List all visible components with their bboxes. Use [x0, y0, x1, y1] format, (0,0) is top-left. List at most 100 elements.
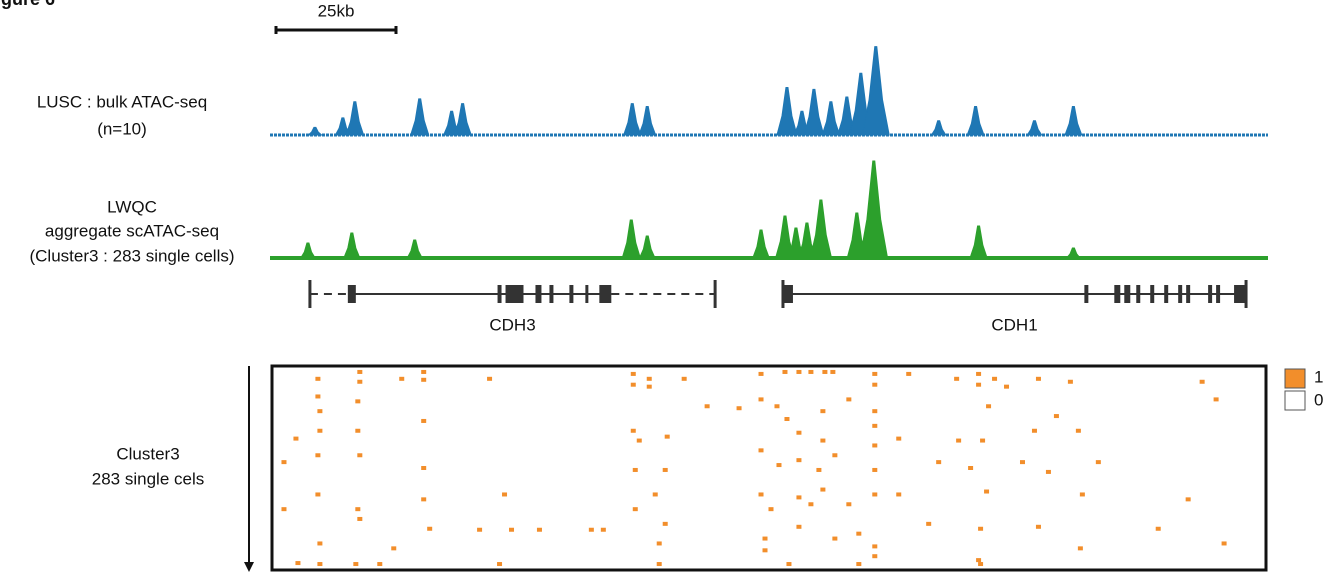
accessible-site — [872, 409, 878, 414]
accessible-site — [355, 507, 361, 512]
accessible-site — [317, 562, 323, 567]
accessible-site — [976, 382, 982, 387]
accessible-site — [758, 371, 764, 376]
accessible-site — [782, 369, 788, 374]
heatmap-label: Cluster3 — [116, 444, 179, 463]
accessible-site — [1075, 428, 1081, 433]
track-peak — [1026, 120, 1043, 136]
track-peak — [776, 87, 798, 136]
scale-bar — [274, 26, 398, 34]
accessible-site — [664, 434, 670, 439]
exon — [505, 285, 524, 303]
accessible-site — [357, 369, 363, 374]
exon — [1164, 285, 1169, 303]
accessible-site — [822, 369, 828, 374]
exon — [569, 285, 574, 303]
accessible-site — [1031, 428, 1037, 433]
accessible-site — [846, 502, 852, 507]
accessible-site — [662, 521, 668, 526]
scale-bar-label: 25kb — [318, 1, 355, 20]
track-peak — [969, 225, 988, 259]
legend-swatch-0 — [1284, 390, 1306, 411]
accessible-site — [758, 397, 764, 402]
exon — [347, 285, 356, 303]
exon — [497, 285, 502, 303]
accessible-site — [656, 562, 662, 567]
track-peak — [1065, 247, 1082, 259]
exon — [549, 285, 554, 303]
accessible-site — [509, 527, 515, 532]
accessible-site — [984, 489, 990, 494]
accessible-site — [796, 495, 802, 500]
track-peak — [752, 229, 770, 259]
accessible-site — [357, 379, 363, 384]
accessible-site — [353, 562, 359, 567]
track-peak — [638, 235, 656, 259]
accessible-site — [293, 436, 299, 441]
track-peak — [306, 126, 323, 136]
exon — [1150, 285, 1155, 303]
accessible-site — [872, 544, 878, 549]
exon — [535, 285, 542, 303]
accessible-site — [1213, 397, 1219, 402]
accessible-site — [600, 527, 606, 532]
exon — [1208, 285, 1213, 303]
accessible-site — [796, 524, 802, 529]
track-label: (Cluster3 : 283 single cells) — [29, 246, 234, 265]
accessible-site — [1004, 384, 1010, 389]
accessible-site — [872, 423, 878, 428]
accessible-site — [796, 458, 802, 463]
accessible-site — [357, 453, 363, 458]
accessible-site — [377, 562, 383, 567]
accessible-site — [796, 369, 802, 374]
track-peak — [809, 199, 833, 259]
accessible-site — [796, 430, 802, 435]
track-peak — [821, 101, 841, 136]
accessible-site — [872, 443, 878, 448]
accessible-site — [872, 492, 878, 497]
accessible-site — [317, 541, 323, 546]
accessible-site — [399, 376, 405, 381]
accessible-site — [1019, 460, 1025, 465]
accessible-site — [317, 428, 323, 433]
accessible-site — [846, 397, 852, 402]
accessible-site — [427, 526, 433, 531]
accessible-site — [986, 404, 992, 409]
accessible-site — [1221, 541, 1227, 546]
accessible-site — [808, 369, 814, 374]
track-label: LUSC : bulk ATAC-seq — [37, 92, 207, 111]
accessible-site — [956, 438, 962, 443]
accessible-site — [1185, 497, 1191, 502]
accessible-site — [832, 536, 838, 541]
accessible-site — [762, 548, 768, 553]
exon — [1178, 285, 1183, 303]
track-peak — [409, 98, 430, 136]
accessible-site — [978, 526, 984, 531]
legend-label: 1 — [1314, 367, 1323, 386]
exon — [1136, 285, 1141, 303]
accessible-site — [1045, 469, 1051, 474]
accessible-site — [768, 507, 774, 512]
accessible-site — [784, 417, 790, 421]
track-label: (n=10) — [97, 119, 147, 138]
accessible-site — [421, 418, 427, 423]
accessible-site — [421, 497, 427, 502]
accessible-site — [656, 541, 662, 546]
exon — [782, 285, 793, 303]
accessible-site — [976, 558, 982, 563]
accessible-site — [820, 438, 826, 443]
accessible-site — [502, 492, 508, 497]
accessible-site — [632, 507, 638, 512]
track-peak — [453, 103, 472, 136]
accessible-site — [856, 562, 862, 567]
track-peak — [1064, 106, 1083, 136]
accessible-site — [281, 507, 287, 512]
accessible-site — [936, 460, 942, 465]
accessible-site — [774, 404, 780, 409]
track-peak — [859, 160, 889, 259]
accessible-site — [872, 554, 878, 559]
accessible-site — [421, 369, 427, 374]
accessible-site — [776, 463, 782, 468]
accessible-site — [487, 376, 493, 381]
exon — [599, 285, 612, 303]
